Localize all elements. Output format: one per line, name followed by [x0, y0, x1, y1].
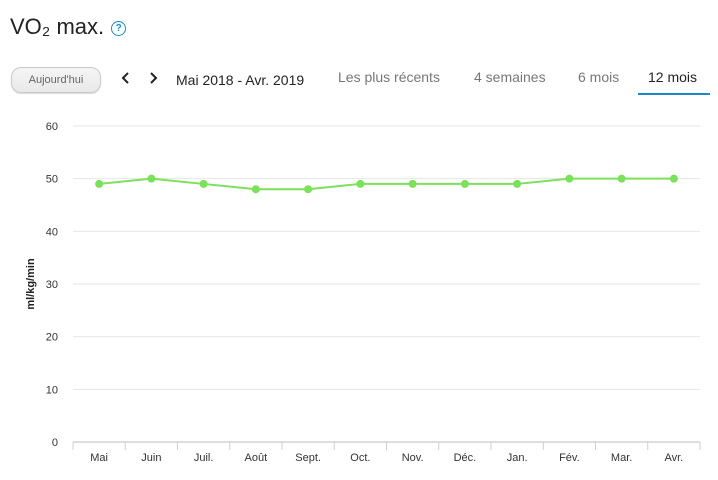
y-tick-label: 60 — [46, 121, 58, 133]
next-period-button[interactable] — [146, 70, 160, 86]
x-tick-label: Fév. — [559, 452, 580, 464]
data-point[interactable] — [513, 179, 522, 188]
x-tick-label: Sept. — [295, 452, 321, 464]
tab-12-months[interactable]: 12 mois — [648, 69, 698, 85]
data-point[interactable] — [304, 185, 313, 194]
data-point[interactable] — [147, 174, 156, 183]
tab-most-recent[interactable]: Les plus récents — [338, 69, 440, 85]
data-point[interactable] — [617, 174, 626, 183]
data-point[interactable] — [460, 179, 469, 188]
x-tick-label: Août — [245, 452, 268, 464]
x-tick-label: Oct. — [350, 452, 370, 464]
x-tick-label: Jan. — [507, 452, 528, 464]
tab-4-weeks[interactable]: 4 semaines — [474, 69, 546, 85]
help-circle-icon[interactable]: ? — [111, 21, 127, 36]
page-title: VO₂ max. ? — [10, 14, 127, 40]
x-tick-label: Avr. — [664, 452, 683, 464]
y-tick-label: 0 — [52, 437, 58, 449]
x-tick-label: Juil. — [194, 452, 214, 464]
data-point[interactable] — [565, 174, 574, 183]
data-point[interactable] — [356, 179, 365, 188]
series-line — [99, 177, 674, 191]
tab-6-months[interactable]: 6 mois — [578, 69, 620, 85]
previous-period-button[interactable] — [119, 70, 133, 86]
y-tick-label: 30 — [46, 279, 58, 291]
data-point[interactable] — [408, 179, 417, 188]
x-tick-label: Mar. — [611, 452, 632, 464]
y-tick-label: 50 — [46, 174, 58, 186]
vo2max-line-chart: 0 10 20 30 40 50 60 Mai Juin Juil. Août Sept. Oct. No… — [25, 121, 701, 464]
y-axis-label: ml/kg/min — [25, 258, 37, 310]
y-tick-label: 20 — [46, 332, 58, 344]
chevron-right-icon — [150, 72, 158, 84]
page-title-text: VO₂ max. — [10, 14, 105, 39]
y-tick-label: 40 — [46, 226, 58, 238]
y-tick-label: 10 — [46, 384, 58, 396]
x-tick-label: Nov. — [402, 452, 424, 464]
data-point[interactable] — [95, 179, 104, 188]
today-button[interactable]: Aujourd'hui — [11, 67, 101, 93]
chevron-left-icon — [121, 72, 129, 84]
x-tick-label: Déc. — [454, 452, 477, 464]
x-tick-label: Juin — [141, 452, 161, 464]
active-tab-indicator — [638, 93, 710, 95]
data-point[interactable] — [199, 179, 208, 188]
date-range-label: Mai 2018 - Avr. 2019 — [176, 72, 305, 88]
data-point[interactable] — [251, 185, 260, 194]
x-tick-label: Mai — [90, 452, 108, 464]
data-point[interactable] — [669, 174, 678, 183]
